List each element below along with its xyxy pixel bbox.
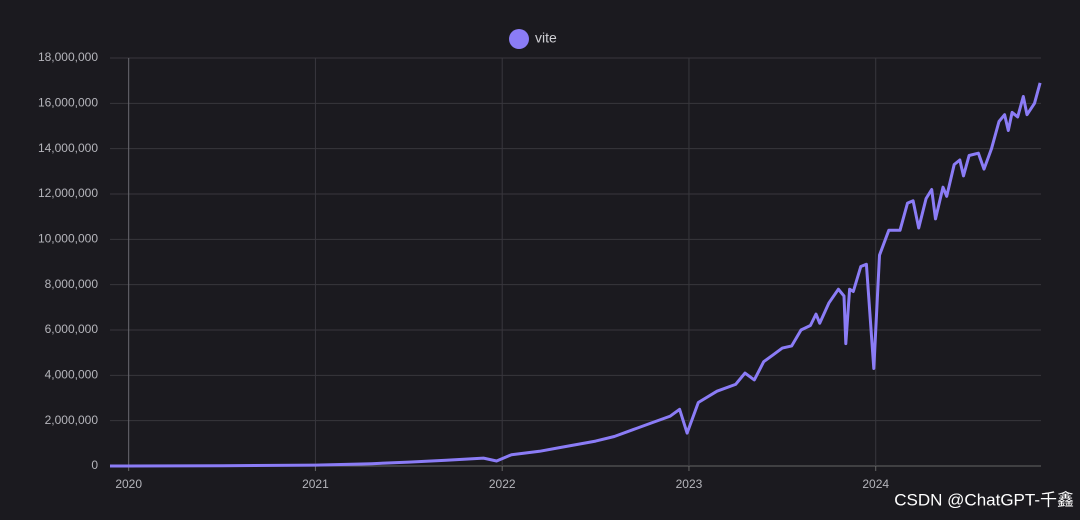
x-tick-label: 2021 [302,477,329,491]
y-tick-label: 4,000,000 [45,368,99,382]
y-tick-label: 0 [91,458,98,472]
x-tick-label: 2022 [489,477,516,491]
line [109,82,1042,468]
x-tick-label: 2023 [676,477,703,491]
y-tick-label: 18,000,000 [38,50,98,64]
y-tick-label: 16,000,000 [38,96,98,110]
legend-label: vite [535,30,557,46]
y-tick-label: 8,000,000 [45,277,99,291]
legend-marker [509,29,529,49]
y-tick-label: 10,000,000 [38,232,98,246]
y-tick-label: 12,000,000 [38,186,98,200]
x-tick-label: 2024 [862,477,889,491]
x-tick-label: 2020 [115,477,142,491]
watermark: CSDN @ChatGPT-千鑫 [894,490,1074,509]
y-tick-label: 14,000,000 [38,141,98,155]
y-tick-label: 2,000,000 [45,413,99,427]
y-tick-label: 6,000,000 [45,322,99,336]
